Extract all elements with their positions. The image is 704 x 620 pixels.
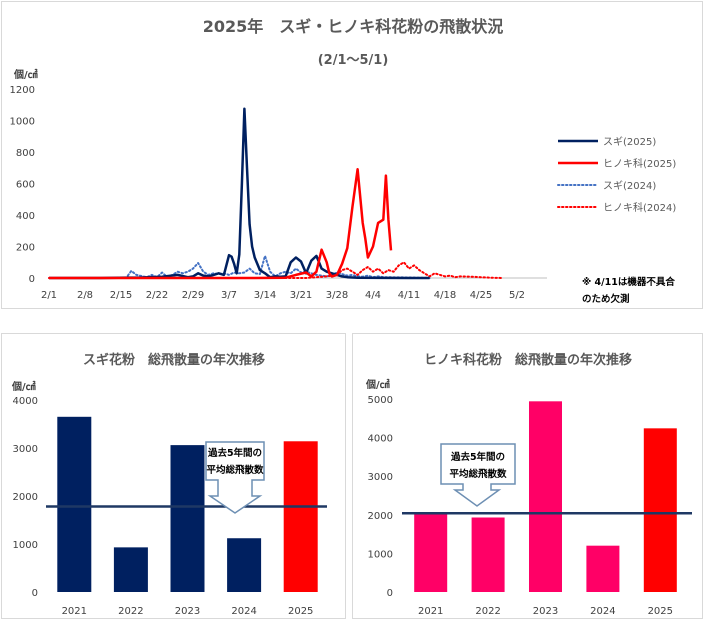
x-tick-label: 2023 [175, 606, 200, 617]
y-tick-label: 0 [387, 588, 393, 599]
x-tick-label: 2022 [118, 606, 143, 617]
sugi-callout-line1: 過去5年間の [207, 447, 262, 459]
sugi-bar-chart-x-ticks: 2021 2022 2023 2024 2025 [62, 606, 314, 617]
x-tick-label: 2022 [475, 606, 500, 617]
x-tick-label: 2023 [533, 606, 558, 617]
hinoki-bar-chart-panel: ヒノキ科花粉 総飛散量の年次推移 個/㎠ 0 1000 2000 3000 4000 50… [352, 333, 703, 619]
line-chart-x-tick-label: 5/2 [509, 290, 525, 301]
line-chart-x-tick-label: 4/4 [365, 290, 381, 301]
sugi-callout-arrow-shape [205, 441, 265, 514]
bar-2023 [170, 445, 205, 592]
hinoki-average-callout: 過去5年間の 平均総飛散数 [440, 443, 516, 507]
bar-2021 [57, 416, 92, 592]
line-chart-x-tick-label: 2/29 [182, 290, 204, 301]
sugi-callout-line2: 平均総飛散数 [206, 464, 264, 476]
line-chart-x-tick-label: 3/21 [290, 290, 312, 301]
line-chart-x-tick-label: 2/22 [146, 290, 168, 301]
line-chart-y-tick-label: 600 [16, 180, 35, 191]
bar-2022 [113, 547, 148, 592]
line-chart-x-tick-label: 3/14 [254, 290, 276, 301]
line-chart-y-tick-label: 800 [16, 148, 35, 159]
line-chart-y-tick-label: 400 [16, 211, 35, 222]
series-line-0 [49, 107, 430, 280]
bar-2021 [414, 514, 448, 592]
line-chart-y-tick-label: 200 [16, 243, 35, 254]
line-chart-y-unit: 個/㎠ [13, 68, 38, 81]
x-tick-label: 2021 [418, 606, 443, 617]
x-tick-label: 2021 [62, 606, 87, 617]
line-chart-y-tick-label: 0 [29, 274, 35, 285]
y-tick-label: 1000 [368, 549, 393, 560]
line-chart-legend: スギ(2025) ヒノキ科(2025) スギ(2024) ヒノキ科(2024) [557, 136, 676, 214]
line-chart-x-tick-label: 4/18 [434, 290, 456, 301]
x-tick-label: 2024 [231, 606, 256, 617]
hinoki-bar-chart-title: ヒノキ科花粉 総飛散量の年次推移 [424, 352, 632, 368]
line-chart-x-tick-label: 2/8 [77, 290, 93, 301]
sugi-average-callout: 過去5年間の 平均総飛散数 [205, 441, 265, 514]
line-chart-y-ticks: 0 200 400 600 800 1000 1200 [10, 85, 35, 285]
hinoki-callout-line2: 平均総飛散数 [449, 468, 507, 480]
series-line-3 [48, 261, 503, 279]
hinoki-callout-line1: 過去5年間の [450, 451, 505, 463]
sugi-bar-chart-y-ticks: 0 1000 2000 3000 4000 [13, 396, 38, 599]
bar-2025 [643, 428, 677, 592]
sugi-bar-chart-bars [57, 416, 318, 592]
y-tick-label: 1000 [13, 540, 38, 551]
y-tick-label: 0 [32, 588, 38, 599]
pollen-line-chart: 2025年 スギ・ヒノキ科花粉の飛散状況 (2/1〜5/1) 個/㎠ 0 200 4… [10, 17, 677, 305]
y-tick-label: 3000 [13, 444, 38, 455]
legend-label-0: スギ(2025) [603, 136, 656, 148]
line-chart-y-tick-label: 1200 [10, 85, 35, 96]
sugi-bar-chart: スギ花粉 総飛散量の年次推移 個/㎠ 0 1000 2000 3000 4000 202… [11, 352, 327, 617]
hinoki-bar-chart-bars [414, 401, 677, 592]
x-tick-label: 2024 [590, 606, 615, 617]
sugi-bar-chart-y-unit: 個/㎠ [11, 380, 36, 393]
line-chart-x-tick-label: 4/25 [470, 290, 492, 301]
bar-2024 [227, 538, 262, 592]
bar-2022 [471, 517, 505, 592]
line-chart-x-tick-label: 4/11 [398, 290, 420, 301]
y-tick-label: 4000 [368, 434, 393, 445]
line-chart-x-ticks: 2/1 2/8 2/15 2/22 2/29 3/7 3/14 3/21 3/28 4/4 4/11… [41, 290, 525, 301]
line-chart-x-tick-label: 3/28 [326, 290, 348, 301]
y-tick-label: 2000 [368, 511, 393, 522]
bar-2023 [529, 401, 562, 592]
y-tick-label: 4000 [13, 396, 38, 407]
hinoki-bar-chart-x-ticks: 2021 2022 2023 2024 2025 [418, 606, 673, 617]
x-tick-label: 2025 [288, 606, 313, 617]
legend-label-1: ヒノキ科(2025) [603, 157, 676, 170]
hinoki-bar-chart-y-unit: 個/㎠ [365, 378, 390, 391]
sugi-bar-chart-title: スギ花粉 総飛散量の年次推移 [83, 352, 265, 368]
y-tick-label: 5000 [368, 395, 393, 406]
missing-data-note-line1: ※ 4/11は機器不具合 [582, 276, 675, 288]
y-tick-label: 2000 [13, 492, 38, 503]
legend-label-2: スギ(2024) [603, 180, 656, 192]
hinoki-bar-chart: ヒノキ科花粉 総飛散量の年次推移 個/㎠ 0 1000 2000 3000 4000 50… [365, 352, 692, 617]
y-tick-label: 3000 [368, 472, 393, 483]
sugi-bar-chart-panel: スギ花粉 総飛散量の年次推移 個/㎠ 0 1000 2000 3000 4000 202… [1, 333, 346, 619]
pollen-line-chart-panel: 2025年 スギ・ヒノキ科花粉の飛散状況 (2/1〜5/1) 個/㎠ 0 200 4… [1, 1, 703, 309]
line-chart-subtitle: (2/1〜5/1) [318, 53, 389, 68]
bar-2025 [283, 441, 318, 592]
bar-2024 [586, 545, 620, 592]
missing-data-note-line2: のため欠測 [582, 293, 630, 305]
line-chart-x-tick-label: 3/7 [221, 290, 237, 301]
hinoki-bar-chart-y-ticks: 0 1000 2000 3000 4000 5000 [368, 395, 393, 599]
line-chart-title: 2025年 スギ・ヒノキ科花粉の飛散状況 [203, 17, 504, 36]
line-chart-y-tick-label: 1000 [10, 117, 35, 128]
hinoki-callout-arrow-shape [440, 443, 516, 507]
legend-label-3: ヒノキ科(2024) [603, 201, 676, 214]
line-chart-x-tick-label: 2/1 [41, 290, 57, 301]
x-tick-label: 2025 [648, 606, 673, 617]
line-chart-series [48, 107, 503, 280]
line-chart-x-tick-label: 2/15 [110, 290, 132, 301]
series-line-1 [49, 168, 393, 280]
